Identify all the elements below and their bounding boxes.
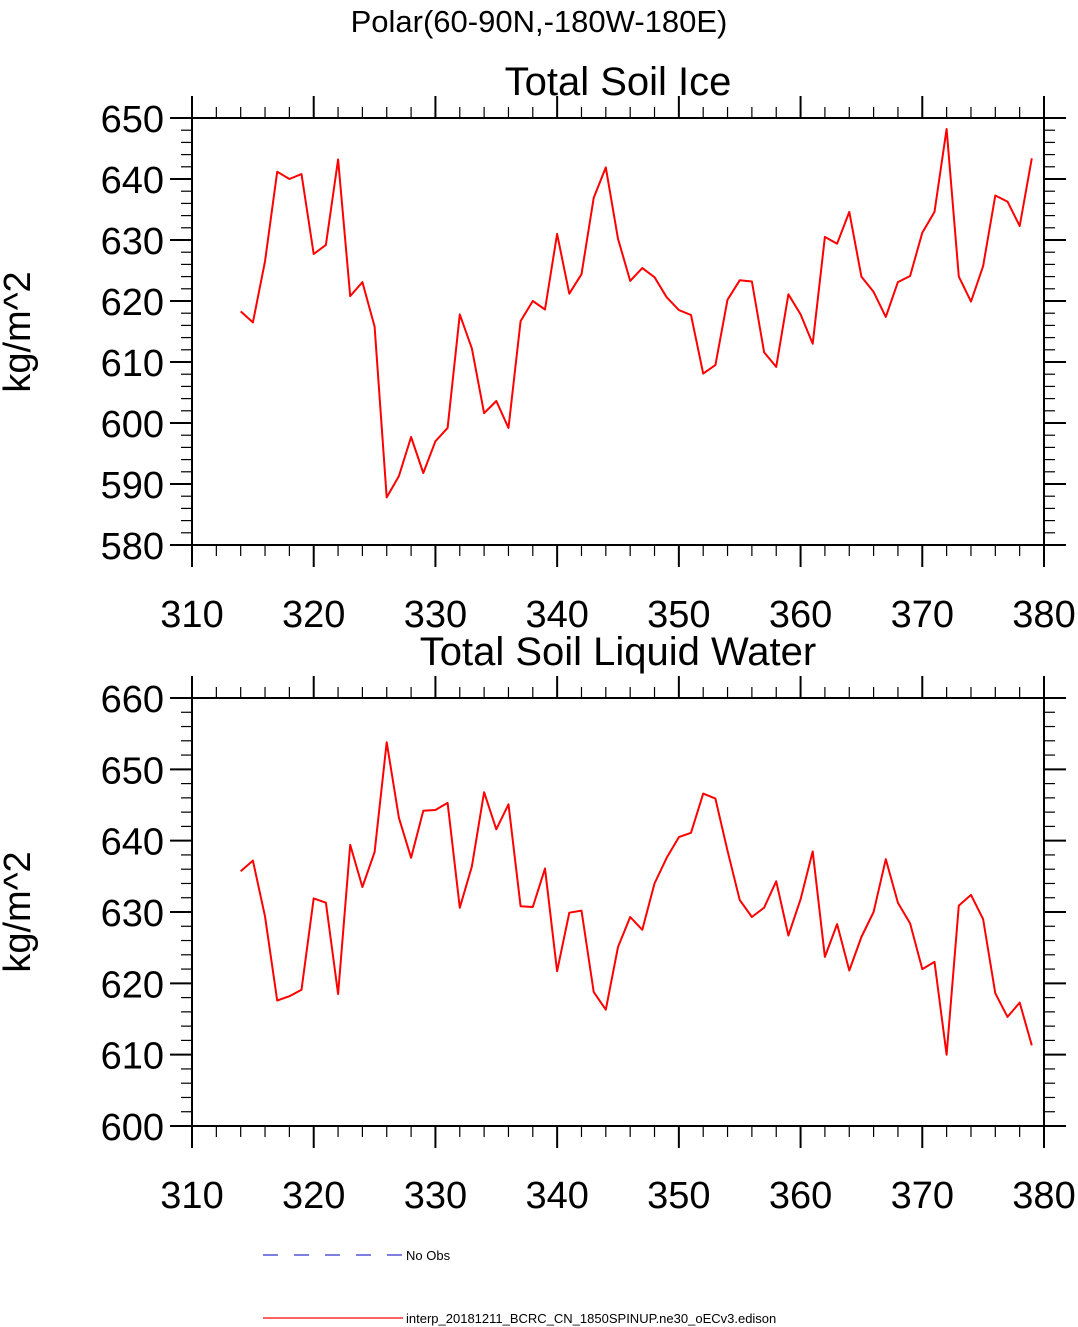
- x-tick-label: 330: [404, 1175, 467, 1217]
- y-tick-label: 610: [101, 1036, 164, 1078]
- axis-ticks-soil-ice: [170, 96, 1066, 567]
- x-tick-label: 310: [160, 1175, 223, 1217]
- x-tick-label: 380: [1012, 1175, 1075, 1217]
- x-tick-label: 370: [891, 594, 954, 636]
- y-tick-label: 580: [101, 526, 164, 568]
- x-tick-label: 330: [404, 594, 467, 636]
- plot-frame-soil-ice: [191, 117, 1045, 546]
- x-tick-label: 380: [1012, 594, 1075, 636]
- tick-labels-soil-liquid-water: 310 320 330 340 350 360 370 380 600 610 620 630 640 6…: [101, 679, 1076, 1217]
- panel-total-soil-ice: Total Soil Ice kg/m^2 310 320 330 340 350 360…: [0, 60, 1076, 636]
- x-tick-label: 340: [525, 594, 588, 636]
- axis-ticks-soil-liquid-water: [170, 676, 1066, 1148]
- x-tick-label: 350: [647, 1175, 710, 1217]
- y-tick-label: 630: [101, 893, 164, 935]
- x-tick-label: 370: [891, 1175, 954, 1217]
- series-line-soil-ice: [240, 128, 1033, 499]
- legend: No Obs interp_20181211_BCRC_CN_1850SPINU…: [263, 1248, 776, 1326]
- series-line-soil-liquid-water: [240, 741, 1033, 1056]
- y-axis-label-soil-liquid-water: kg/m^2: [0, 851, 39, 972]
- x-tick-label: 320: [282, 1175, 345, 1217]
- legend-label-model: interp_20181211_BCRC_CN_1850SPINUP.ne30_…: [406, 1311, 776, 1326]
- x-tick-label: 340: [525, 1175, 588, 1217]
- y-tick-label: 600: [101, 1107, 164, 1149]
- y-tick-label: 620: [101, 282, 164, 324]
- y-tick-label: 660: [101, 679, 164, 721]
- panel-total-soil-liquid-water: Total Soil Liquid Water kg/m^2 310 320 330…: [0, 630, 1076, 1217]
- plot-frame-soil-liquid-water: [191, 697, 1045, 1127]
- figure-suptitle: Polar(60-90N,-180W-180E): [351, 4, 728, 39]
- y-tick-label: 640: [101, 822, 164, 864]
- y-tick-label: 650: [101, 750, 164, 792]
- y-tick-label: 640: [101, 160, 164, 202]
- y-axis-label-soil-ice: kg/m^2: [0, 271, 39, 392]
- y-tick-label: 610: [101, 343, 164, 385]
- legend-label-no-obs: No Obs: [406, 1248, 451, 1263]
- x-tick-label: 350: [647, 594, 710, 636]
- panel-title-soil-liquid-water: Total Soil Liquid Water: [420, 630, 816, 674]
- x-tick-label: 360: [769, 594, 832, 636]
- y-tick-label: 630: [101, 221, 164, 263]
- y-tick-label: 620: [101, 964, 164, 1006]
- y-tick-label: 590: [101, 465, 164, 507]
- y-tick-label: 600: [101, 404, 164, 446]
- x-tick-label: 320: [282, 594, 345, 636]
- y-tick-label: 650: [101, 99, 164, 141]
- x-tick-label: 360: [769, 1175, 832, 1217]
- panel-title-soil-ice: Total Soil Ice: [505, 60, 732, 104]
- x-tick-label: 310: [160, 594, 223, 636]
- tick-labels-soil-ice: 310 320 330 340 350 360 370 380 580 590 600 610 620 6…: [101, 99, 1076, 636]
